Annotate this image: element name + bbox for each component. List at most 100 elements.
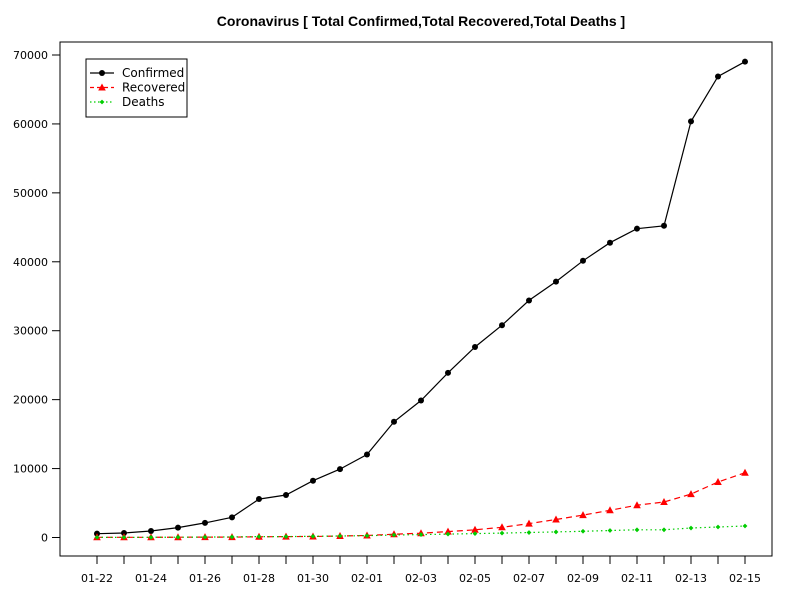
data-point-deaths — [607, 528, 613, 533]
data-point-deaths — [688, 525, 694, 531]
data-point-deaths — [148, 534, 154, 540]
data-point-confirmed — [742, 58, 748, 65]
data-point-recovered — [552, 515, 560, 523]
data-point-confirmed — [364, 451, 370, 458]
data-point-deaths — [283, 534, 289, 539]
data-point-deaths — [364, 533, 370, 539]
x-tick-label: 02-13 — [675, 572, 707, 585]
data-point-deaths — [229, 534, 235, 540]
x-tick-label: 02-05 — [459, 572, 491, 585]
data-point-deaths — [337, 533, 343, 539]
y-tick-label: 20000 — [13, 394, 48, 407]
data-point-deaths — [310, 533, 316, 539]
x-tick-label: 02-11 — [621, 572, 653, 585]
data-point-confirmed — [688, 118, 694, 125]
series-confirmed — [94, 58, 748, 537]
legend-marker-recovered — [98, 83, 106, 91]
x-tick-label: 02-15 — [729, 572, 761, 585]
data-point-recovered — [660, 498, 668, 506]
x-tick-label: 01-24 — [135, 572, 167, 585]
y-tick-label: 50000 — [13, 187, 48, 200]
data-point-confirmed — [715, 73, 721, 80]
data-point-deaths — [526, 530, 532, 535]
data-point-deaths — [94, 534, 100, 540]
data-point-recovered — [687, 490, 695, 498]
data-point-deaths — [202, 534, 208, 540]
x-tick-label: 02-01 — [351, 572, 383, 585]
data-point-recovered — [444, 527, 452, 535]
data-point-deaths — [175, 534, 181, 540]
data-point-deaths — [634, 527, 640, 533]
data-point-confirmed — [202, 519, 208, 526]
x-tick-label: 01-22 — [81, 572, 113, 585]
x-axis: 01-22 01-24 01-26 01-28 01-30 02-01 02-03 02-05… — [81, 556, 761, 585]
data-point-deaths — [499, 530, 505, 536]
series-deaths — [94, 523, 748, 540]
data-point-deaths — [418, 532, 424, 537]
legend-label-deaths: Deaths — [122, 95, 165, 109]
legend-marker-deaths — [99, 99, 105, 105]
data-point-recovered — [714, 477, 722, 485]
legend-label-confirmed: Confirmed — [122, 66, 184, 80]
data-point-deaths — [121, 534, 127, 540]
data-point-confirmed — [283, 491, 289, 498]
data-point-recovered — [579, 511, 587, 519]
x-tick-label: 02-07 — [513, 572, 545, 585]
data-point-confirmed — [337, 466, 343, 473]
data-point-confirmed — [391, 418, 397, 425]
x-tick-label: 02-03 — [405, 572, 437, 585]
data-point-deaths — [742, 523, 748, 529]
data-point-deaths — [445, 531, 451, 537]
y-tick-label: 60000 — [13, 118, 48, 131]
data-point-confirmed — [634, 225, 640, 232]
y-tick-label: 70000 — [13, 49, 48, 62]
y-tick-label: 10000 — [13, 463, 48, 476]
data-point-deaths — [256, 534, 262, 539]
data-point-confirmed — [526, 297, 532, 304]
data-point-confirmed — [661, 222, 667, 229]
data-point-deaths — [553, 529, 559, 535]
data-point-confirmed — [418, 397, 424, 404]
x-tick-label: 01-30 — [297, 572, 329, 585]
data-point-confirmed — [256, 496, 262, 503]
series-line-confirmed — [96, 61, 746, 535]
data-point-recovered — [471, 525, 479, 533]
y-tick-label: 0 — [41, 532, 48, 545]
chart-title: Coronavirus [ Total Confirmed,Total Reco… — [217, 13, 625, 29]
data-point-confirmed — [553, 278, 559, 285]
data-point-deaths — [472, 531, 478, 537]
data-point-recovered — [606, 506, 614, 514]
data-point-recovered — [525, 519, 533, 527]
data-point-confirmed — [148, 528, 154, 535]
data-point-confirmed — [472, 344, 478, 351]
x-tick-label: 02-09 — [567, 572, 599, 585]
y-tick-label: 30000 — [13, 325, 48, 338]
x-tick-label: 01-28 — [243, 572, 275, 585]
data-point-deaths — [391, 532, 397, 538]
x-tick-label: 01-26 — [189, 572, 221, 585]
data-point-confirmed — [121, 529, 127, 536]
data-point-confirmed — [175, 524, 181, 531]
data-point-recovered — [498, 523, 506, 531]
legend-label-recovered: Recovered — [122, 81, 185, 95]
data-point-deaths — [580, 528, 586, 534]
data-point-recovered — [741, 468, 749, 476]
y-axis: 0 10000 20000 30000 40000 50000 60000 70000 — [13, 49, 60, 545]
series-layer — [93, 58, 749, 541]
data-point-deaths — [715, 524, 721, 530]
data-point-recovered — [633, 501, 641, 509]
data-point-confirmed — [229, 514, 235, 521]
plot-frame — [59, 41, 773, 557]
series-line-recovered — [97, 472, 746, 538]
data-point-confirmed — [580, 257, 586, 264]
data-point-confirmed — [499, 322, 505, 329]
y-tick-label: 40000 — [13, 256, 48, 269]
legend-marker-confirmed — [99, 70, 105, 76]
data-point-confirmed — [310, 477, 316, 484]
data-point-deaths — [661, 527, 667, 533]
data-point-confirmed — [607, 239, 613, 246]
data-point-confirmed — [445, 369, 451, 376]
